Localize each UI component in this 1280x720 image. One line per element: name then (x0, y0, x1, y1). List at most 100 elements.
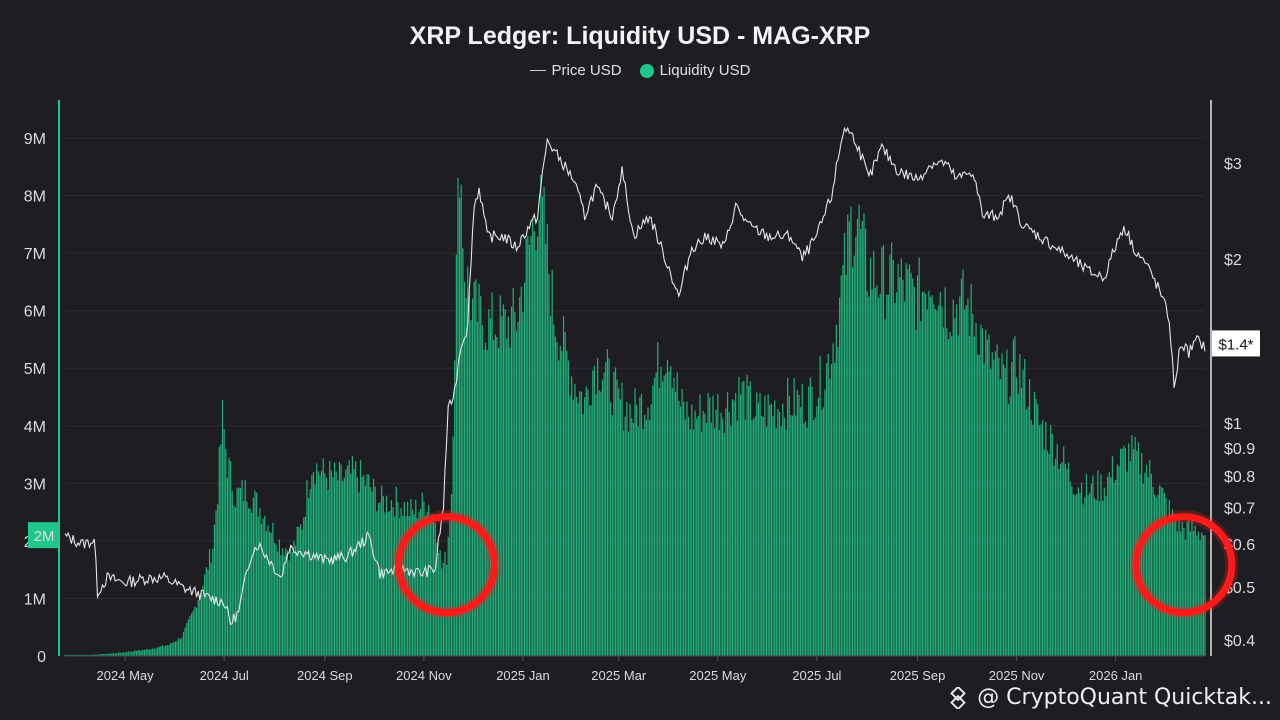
liquidity-bar (1032, 424, 1034, 656)
liquidity-bar (839, 297, 841, 656)
liquidity-bar (580, 391, 583, 656)
liquidity-bar (1043, 449, 1045, 656)
liquidity-bar (868, 296, 870, 656)
liquidity-bar (449, 520, 451, 656)
liquidity-bar (1186, 521, 1188, 656)
liquidity-bar (1079, 492, 1081, 656)
liquidity-bar (350, 473, 352, 656)
liquidity-bar (533, 231, 535, 656)
liquidity-bar (692, 429, 695, 656)
liquidity-bar (1082, 504, 1084, 656)
liquidity-bar (168, 645, 170, 656)
liquidity-bar (1003, 364, 1005, 656)
liquidity-bar (597, 357, 599, 656)
liquidity-bar (244, 479, 246, 656)
liquidity-bar (142, 649, 144, 656)
liquidity-bar (1007, 403, 1010, 656)
liquidity-bar (301, 529, 303, 656)
liquidity-bar (210, 562, 212, 656)
liquidity-bar (780, 426, 782, 656)
liquidity-bar (772, 415, 774, 656)
liquidity-bar (434, 522, 436, 656)
liquidity-bar (384, 512, 386, 656)
liquidity-bar (273, 542, 276, 656)
liquidity-bar (139, 650, 141, 656)
liquidity-bar (769, 405, 771, 656)
liquidity-bar (761, 415, 763, 656)
liquidity-bar (429, 515, 431, 656)
liquidity-bar (1097, 470, 1099, 656)
liquidity-bar (704, 413, 706, 656)
liquidity-bar (710, 422, 712, 656)
liquidity-bar (486, 349, 488, 656)
liquidity-bar (843, 233, 846, 657)
liquidity-bar (642, 428, 644, 656)
liquidity-bar (657, 342, 659, 656)
liquidity-bar (538, 219, 540, 656)
liquidity-bar (408, 516, 410, 656)
liquidity-bar (918, 257, 920, 656)
liquidity-bar (973, 336, 976, 656)
liquidity-bar (178, 637, 180, 656)
liquidity-bar (847, 214, 849, 657)
liquidity-bar (200, 592, 203, 656)
x-tick-label: 2026 Jan (1089, 668, 1143, 683)
liquidity-bar (1111, 456, 1114, 656)
left-tick-label: 1M (24, 591, 46, 608)
legend-item-price[interactable]: Price USD (529, 62, 622, 79)
liquidity-bar (294, 545, 297, 656)
legend-item-liquidity[interactable]: Liquidity USD (639, 62, 750, 79)
liquidity-bar (606, 349, 608, 656)
liquidity-bar (988, 334, 990, 656)
liquidity-bar (697, 415, 699, 656)
liquidity-bar (176, 640, 178, 656)
liquidity-bar (824, 389, 826, 656)
liquidity-bar (208, 549, 211, 656)
liquidity-bar (199, 595, 201, 656)
liquidity-bar (582, 413, 584, 656)
liquidity-bar (371, 491, 373, 656)
liquidity-bar (1006, 349, 1008, 656)
liquidity-bar (303, 517, 305, 656)
liquidity-bar (767, 394, 769, 656)
liquidity-bar (757, 402, 760, 656)
liquidity-bar (403, 501, 406, 656)
liquidity-bar (87, 654, 89, 656)
liquidity-bar (275, 544, 277, 656)
liquidity-bar (1020, 387, 1023, 656)
liquidity-bar (686, 401, 688, 656)
liquidity-bar (153, 648, 155, 656)
liquidity-bar (455, 254, 457, 656)
liquidity-bar (286, 550, 289, 656)
liquidity-bar (933, 304, 935, 656)
liquidity-bar (285, 548, 287, 656)
liquidity-bar (671, 388, 673, 656)
liquidity-bar (1040, 424, 1042, 656)
liquidity-bar (629, 403, 631, 656)
right-tick-label: $0.5 (1224, 580, 1255, 597)
liquidity-bar (1199, 539, 1201, 656)
liquidity-bar (1054, 458, 1057, 656)
liquidity-bar (452, 436, 454, 656)
liquidity-bar (1042, 419, 1044, 656)
liquidity-bar (306, 480, 308, 656)
liquidity-bar (931, 295, 933, 656)
liquidity-bar (195, 607, 198, 656)
liquidity-bar (908, 264, 911, 656)
liquidity-bar (1004, 367, 1006, 656)
liquidity-bar (135, 651, 138, 656)
watermark: @ CryptoQuant Quicktak... (947, 685, 1272, 710)
liquidity-bar (473, 281, 475, 656)
liquidity-bar (530, 235, 532, 656)
liquidity-bar (1170, 514, 1172, 656)
liquidity-bar (1084, 497, 1086, 656)
liquidity-bar (796, 390, 798, 656)
liquidity-bar (1095, 499, 1097, 656)
liquidity-bar (1106, 476, 1109, 656)
liquidity-bar (783, 417, 786, 656)
liquidity-bar (389, 510, 391, 656)
liquidity-bar (353, 469, 355, 656)
x-tick-label: 2025 May (689, 668, 747, 683)
liquidity-bar (252, 497, 254, 656)
liquidity-bar (975, 322, 977, 656)
